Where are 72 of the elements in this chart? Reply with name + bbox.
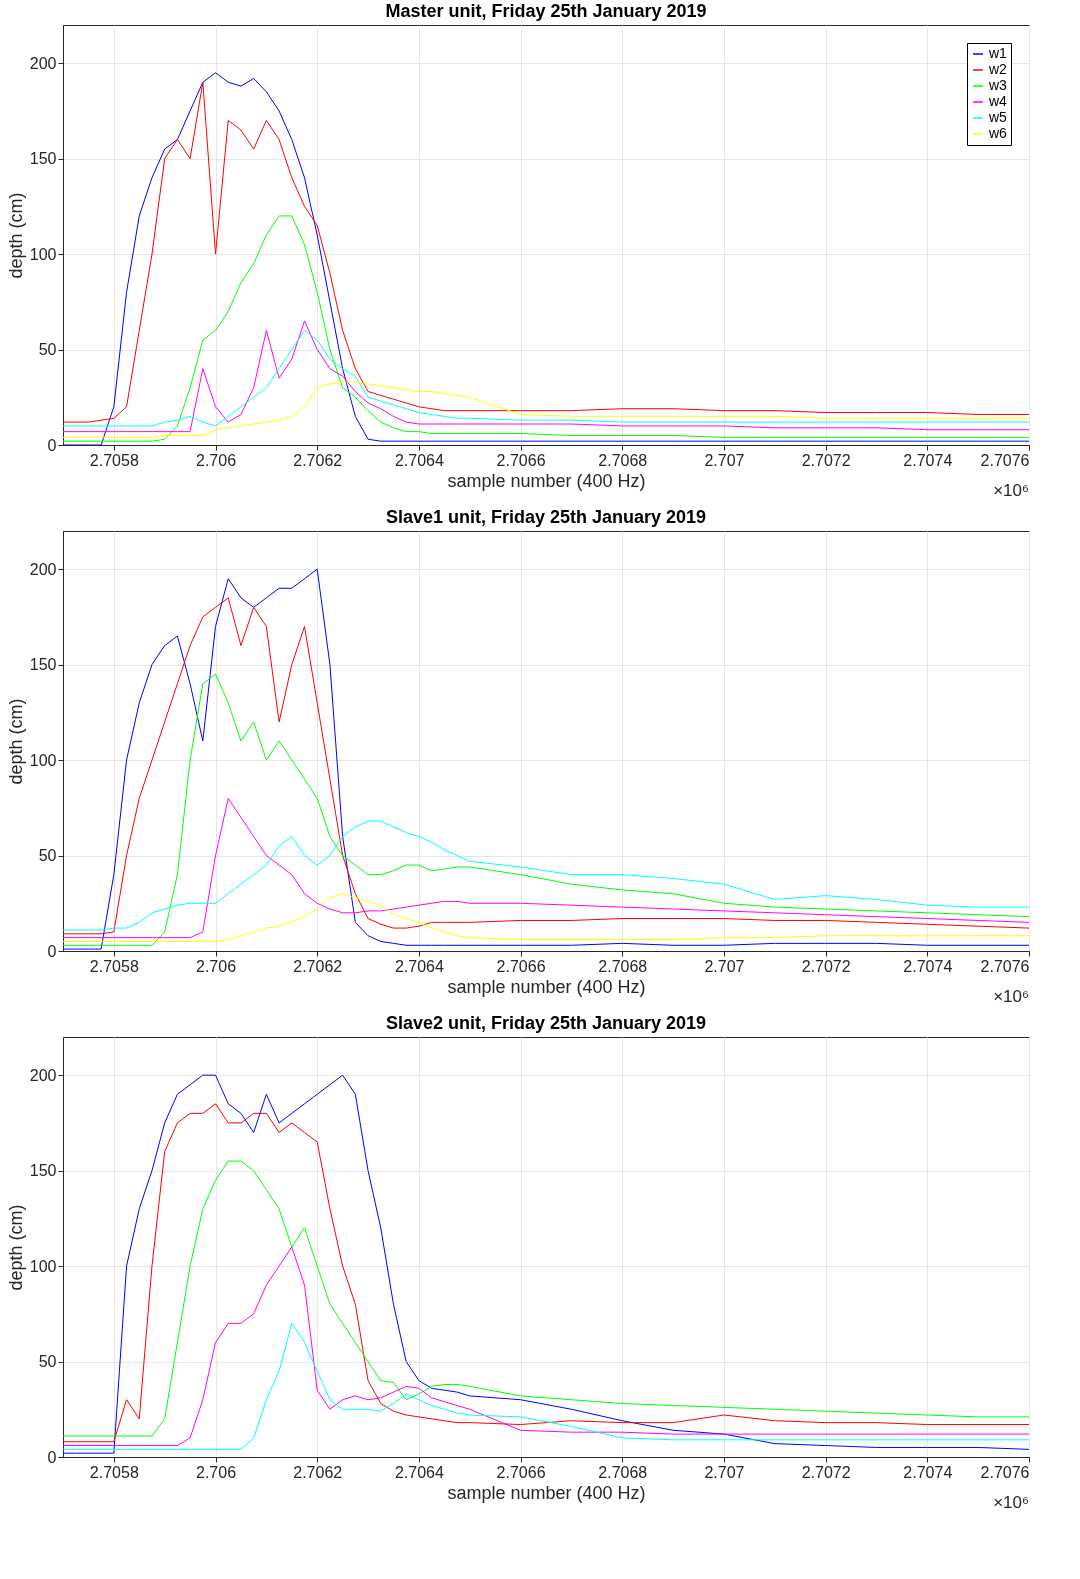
legend-label: w4 — [988, 93, 1008, 109]
line-series — [63, 673, 1029, 946]
x-tick-label: 2.7074 — [903, 1463, 953, 1481]
legend-label: w3 — [988, 77, 1008, 93]
x-tick-label: 2.7062 — [293, 451, 343, 469]
x-tick-label: 2.7066 — [496, 1463, 546, 1481]
y-tick-label: 0 — [47, 1448, 57, 1466]
y-tick-label: 150 — [29, 150, 57, 168]
x-tick-label: 2.7066 — [496, 451, 546, 469]
x-tick-label: 2.7058 — [89, 1463, 139, 1481]
line-series — [63, 381, 1029, 438]
x-tick-label: 2.7068 — [598, 451, 648, 469]
x-tick-label: 2.7062 — [293, 1463, 343, 1481]
x-tick-label: 2.7072 — [801, 451, 851, 469]
line-series — [63, 215, 1029, 442]
x-tick-label: 2.7066 — [496, 957, 546, 975]
x-tick-label: 2.7058 — [89, 957, 139, 975]
y-tick-label: 50 — [38, 1353, 57, 1371]
legend-label: w5 — [988, 109, 1008, 125]
x-tick-label: 2.7074 — [903, 451, 953, 469]
y-tick-label: 150 — [29, 1162, 57, 1180]
x-tick-label: 2.707 — [704, 451, 745, 469]
chart-title: Slave1 unit, Friday 25th January 2019 — [385, 507, 707, 527]
y-axis-title: depth (cm) — [5, 698, 26, 785]
y-tick-label: 200 — [29, 54, 57, 72]
legend-label: w6 — [988, 125, 1008, 141]
x-tick-label: 2.706 — [196, 451, 237, 469]
x-tick-label: 2.706 — [196, 957, 237, 975]
line-series — [63, 1246, 1029, 1447]
chart-title: Slave2 unit, Friday 25th January 2019 — [385, 1013, 707, 1033]
y-tick-label: 200 — [29, 1066, 57, 1084]
y-tick-label: 50 — [38, 847, 57, 865]
y-tick-label: 50 — [38, 341, 57, 359]
x-tick-label: 2.7064 — [394, 451, 444, 469]
x-tick-label: 2.7058 — [89, 451, 139, 469]
x-tick-label: 2.7072 — [801, 957, 851, 975]
y-tick-label: 200 — [29, 560, 57, 578]
x-axis-title: sample number (400 Hz) — [447, 976, 646, 997]
x-tick-label: 2.7062 — [293, 957, 343, 975]
y-tick-label: 0 — [47, 436, 57, 454]
x-tick-label: 2.707 — [704, 1463, 745, 1481]
x-tick-label: 2.7076 — [980, 1463, 1030, 1481]
y-tick-label: 100 — [29, 751, 57, 769]
x-axis-title: sample number (400 Hz) — [447, 1482, 646, 1503]
chart-title: Master unit, Friday 25th January 2019 — [385, 1, 707, 21]
x-axis-title: sample number (400 Hz) — [447, 470, 646, 491]
y-tick-label: 0 — [47, 942, 57, 960]
line-series — [63, 1322, 1029, 1450]
x-tick-label: 2.7068 — [598, 1463, 648, 1481]
text: ×10⁶ — [993, 481, 1029, 500]
x-tick-label: 2.7072 — [801, 1463, 851, 1481]
line-series — [63, 1160, 1029, 1437]
x-tick-label: 2.7068 — [598, 957, 648, 975]
y-tick-label: 100 — [29, 245, 57, 263]
text: ×10⁶ — [993, 987, 1029, 1006]
x-tick-label: 2.7074 — [903, 957, 953, 975]
x-tick-label: 2.706 — [196, 1463, 237, 1481]
y-tick-label: 150 — [29, 656, 57, 674]
x-tick-label: 2.7076 — [980, 957, 1030, 975]
x-tick-label: 2.7076 — [980, 451, 1030, 469]
text: ×10⁶ — [993, 1493, 1029, 1512]
x-tick-label: 2.707 — [704, 957, 745, 975]
line-series — [63, 893, 1029, 942]
x-tick-label: 2.7064 — [394, 1463, 444, 1481]
x-tick-label: 2.7064 — [394, 957, 444, 975]
y-axis-title: depth (cm) — [5, 192, 26, 279]
legend-label: w2 — [988, 61, 1008, 77]
line-series — [63, 820, 1029, 931]
line-series — [63, 797, 1029, 939]
legend-label: w1 — [988, 45, 1008, 61]
y-axis-title: depth (cm) — [5, 1204, 26, 1291]
y-tick-label: 100 — [29, 1257, 57, 1275]
